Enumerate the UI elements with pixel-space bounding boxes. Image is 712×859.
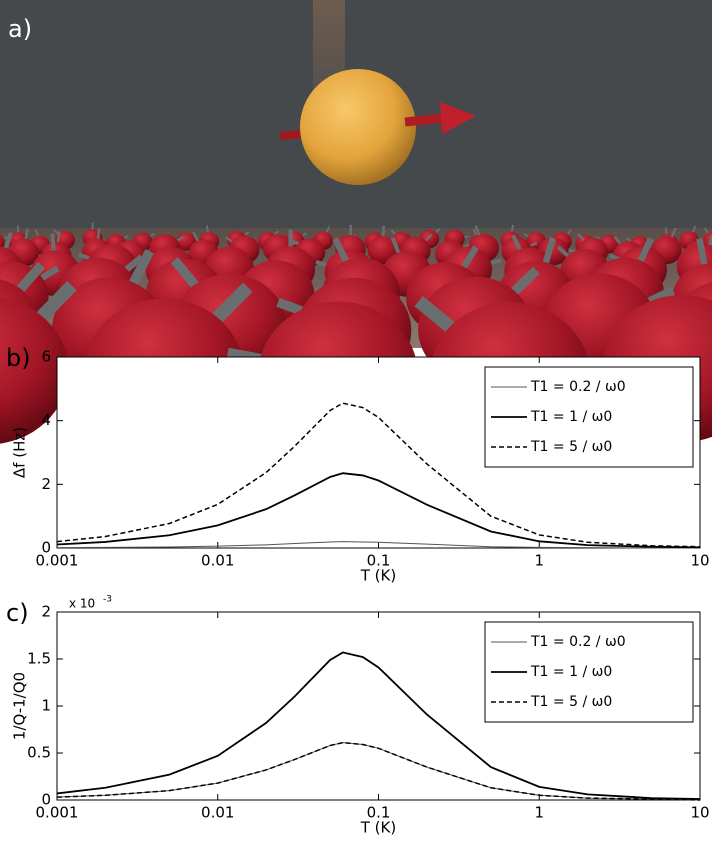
panel-label: c) bbox=[6, 599, 29, 627]
y-tick-label: 1.5 bbox=[27, 650, 51, 668]
y-tick-label: 4 bbox=[41, 411, 51, 429]
legend-label: T1 = 5 / ω0 bbox=[530, 694, 612, 710]
y-tick-label: 6 bbox=[41, 348, 51, 366]
x-tick-label: 0.01 bbox=[201, 552, 234, 570]
y-tick-label: 2 bbox=[41, 603, 51, 621]
x-axis-label: T (K) bbox=[360, 819, 396, 837]
legend-label: T1 = 5 / ω0 bbox=[530, 439, 612, 455]
y-axis-label: 1/Q-1/Q0 bbox=[11, 672, 29, 740]
y-tick-label: 0 bbox=[41, 539, 51, 557]
legend-label: T1 = 1 / ω0 bbox=[530, 664, 612, 680]
x-tick-label: 1 bbox=[534, 804, 544, 822]
x-tick-label: 0.01 bbox=[201, 804, 234, 822]
y-multiplier-power: -3 bbox=[103, 595, 112, 605]
x-tick-label: 10 bbox=[690, 552, 709, 570]
y-axis-label: Δf (Hz) bbox=[11, 427, 29, 478]
x-tick-label: 1 bbox=[534, 552, 544, 570]
y-tick-label: 2 bbox=[41, 475, 51, 493]
legend-label: T1 = 0.2 / ω0 bbox=[530, 379, 626, 395]
y-tick-label: 1 bbox=[41, 697, 51, 715]
probe-spin bbox=[300, 69, 416, 185]
panel-label: a) bbox=[8, 15, 32, 43]
panel-label: b) bbox=[6, 344, 31, 372]
x-axis-label: T (K) bbox=[360, 567, 396, 585]
legend-label: T1 = 1 / ω0 bbox=[530, 409, 612, 425]
x-tick-label: 10 bbox=[690, 804, 709, 822]
y-multiplier: x 10 bbox=[69, 597, 95, 611]
figure: a) 0.0010.010.11100246T (K)Δf (Hz)b)T1 =… bbox=[0, 0, 712, 855]
legend-label: T1 = 0.2 / ω0 bbox=[530, 634, 626, 650]
y-tick-label: 0.5 bbox=[27, 744, 51, 762]
y-tick-label: 0 bbox=[41, 791, 51, 809]
spin-arrow bbox=[405, 118, 445, 122]
